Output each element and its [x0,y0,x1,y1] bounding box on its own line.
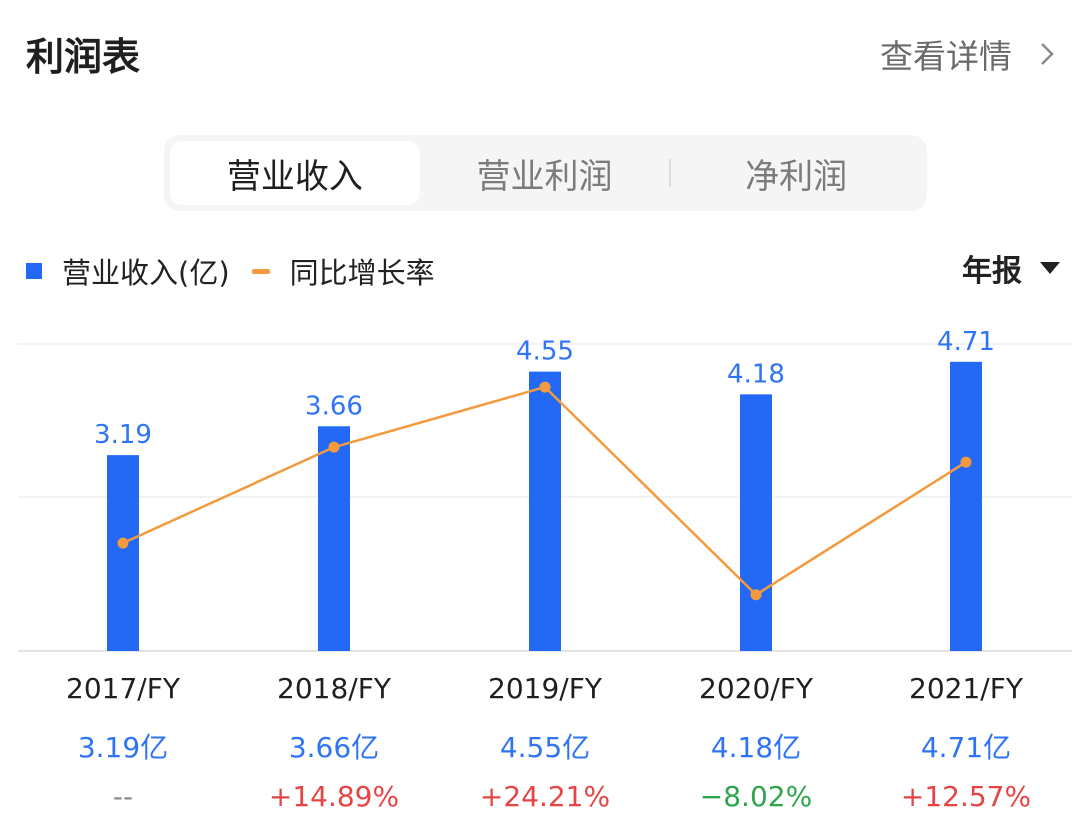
view-details-label: 查看详情 [880,37,1012,76]
tab-operating-profit[interactable]: 营业利润 [476,156,613,197]
year-row: 2017/FY 2018/FY 2019/FY 2020/FY 2021/FY [0,672,1080,712]
revenue-chart: 3.19 3.66 4.55 4.18 4.71 [18,330,1072,652]
tab-divider [669,159,672,187]
year-label: 2020/FY [699,672,813,705]
tab-net-profit[interactable]: 净利润 [745,156,848,197]
revenue-bar [529,371,561,651]
bar-data-label: 3.66 [305,391,363,421]
revenue-value-row: 3.19亿 3.66亿 4.55亿 4.18亿 4.71亿 [0,726,1080,766]
growth-rate: -- [112,780,134,813]
growth-rate-point [328,441,340,453]
legend-line-label: 同比增长率 [289,256,435,290]
metric-tabs: 营业收入 营业利润 净利润 [164,135,927,211]
growth-rate: +14.89% [268,780,400,813]
year-label: 2017/FY [66,672,180,705]
year-label: 2021/FY [909,672,1023,705]
bar-data-label: 4.71 [937,330,995,357]
year-label: 2019/FY [488,672,602,705]
header: 利润表 查看详情 [0,0,1080,100]
caret-down-icon [1040,262,1060,274]
growth-rate-row: -- +14.89% +24.21% −8.02% +12.57% [0,780,1080,820]
legend-bar-label: 营业收入(亿) [62,256,230,290]
growth-rate: +12.57% [900,780,1032,813]
chart-legend: 营业收入(亿) 同比增长率 [26,250,435,292]
bar-data-label: 4.18 [727,359,785,389]
bar-data-label: 3.19 [94,420,152,450]
period-select[interactable]: 年报 [962,246,1060,290]
revenue-value: 3.19亿 [77,731,169,764]
growth-rate: −8.02% [699,780,813,813]
tab-operating-revenue[interactable]: 营业收入 [170,141,420,205]
growth-rate: +24.21% [479,780,611,813]
revenue-bar [950,361,982,651]
growth-rate-point [960,456,972,468]
legend-line-swatch [251,268,270,274]
revenue-value: 4.18亿 [710,731,802,764]
growth-rate-point [750,589,762,601]
revenue-value: 4.71亿 [920,731,1012,764]
growth-rate-point [117,537,129,549]
revenue-bar [107,455,139,651]
revenue-bar [318,426,350,651]
revenue-bar [740,394,772,651]
period-select-value: 年报 [962,254,1022,289]
view-details-link[interactable]: 查看详情 [880,30,1060,78]
year-label: 2018/FY [277,672,391,705]
revenue-value: 3.66亿 [288,731,380,764]
chevron-right-icon [1041,43,1054,65]
page-title: 利润表 [26,35,141,79]
growth-rate-point [539,381,551,393]
bar-data-label: 4.55 [516,337,574,367]
legend-bar-swatch [26,263,42,279]
revenue-value: 4.55亿 [499,731,591,764]
